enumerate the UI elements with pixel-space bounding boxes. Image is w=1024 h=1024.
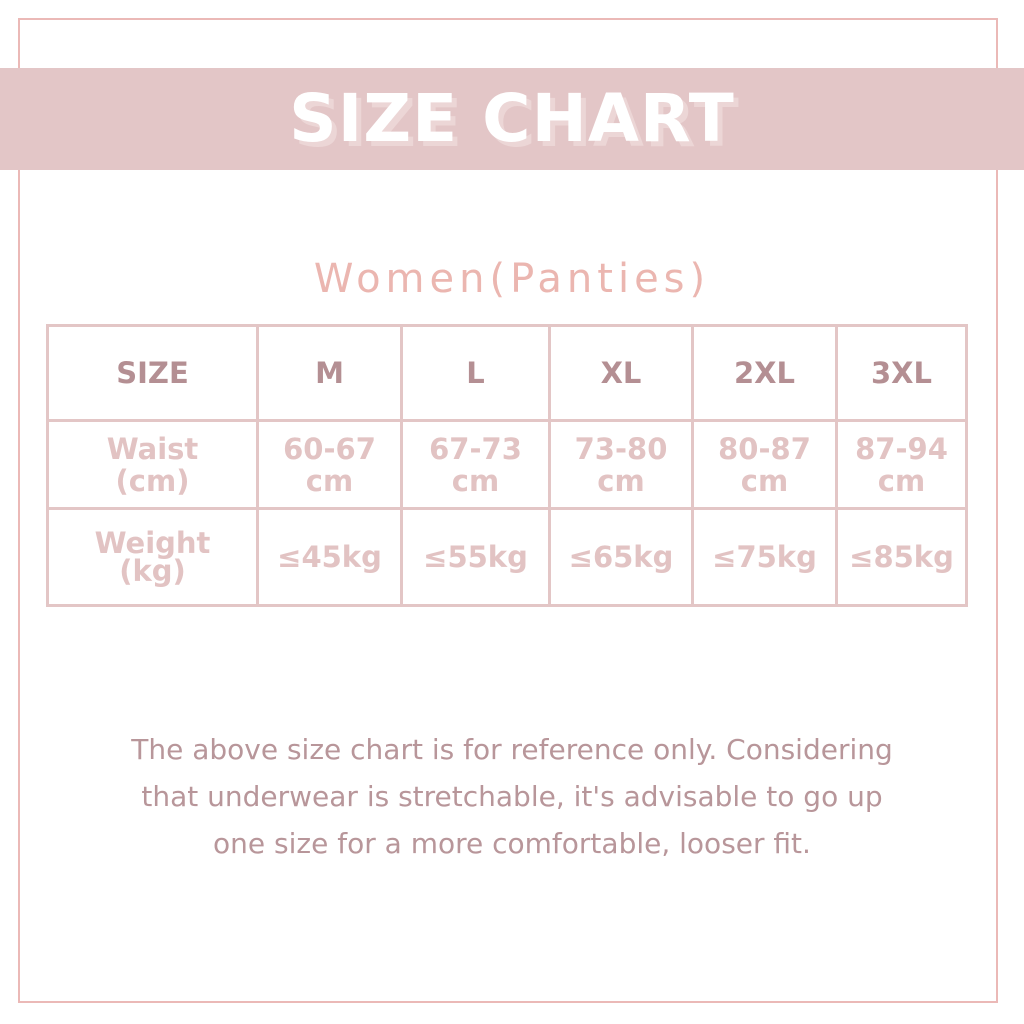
table-cell: ≤75kg <box>691 507 838 607</box>
unit: cm <box>597 463 645 498</box>
title-banner <box>0 68 1024 170</box>
row-label: Waist (cm) <box>46 419 259 510</box>
row-label: Weight (kg) <box>46 507 259 607</box>
unit: cm <box>740 463 789 498</box>
unit: cm <box>451 463 500 498</box>
table-cell: ≤45kg <box>256 507 403 607</box>
header-cell: SIZE <box>46 324 259 422</box>
unit: cm <box>877 463 926 498</box>
table-cell: 87-94 cm <box>835 419 968 510</box>
size-table: SIZE M L XL 2XL 3XL Waist (cm) 60-67 cm 67… <box>46 324 968 607</box>
label-line: Weight <box>94 526 211 560</box>
header-cell: XL <box>548 324 694 422</box>
value: 87-94 <box>855 431 948 466</box>
header-cell: 3XL <box>835 324 968 422</box>
header-cell: 2XL <box>691 324 838 422</box>
table-row-weight: Weight (kg) ≤45kg ≤55kg ≤65kg ≤75kg ≤85kg <box>46 507 968 607</box>
note-line: The above size chart is for reference on… <box>131 733 893 766</box>
table-cell: ≤85kg <box>835 507 968 607</box>
value: 60-67 <box>283 431 376 466</box>
header-cell: M <box>256 324 403 422</box>
table-row-waist: Waist (cm) 60-67 cm 67-73 cm 73-80 cm 80-87 c… <box>46 419 968 510</box>
unit: cm <box>305 463 354 498</box>
header-cell: L <box>400 324 551 422</box>
note-line: one size for a more comfortable, looser … <box>213 827 811 860</box>
table-cell: 60-67 cm <box>256 419 403 510</box>
table-cell: 73-80 cm <box>548 419 694 510</box>
subtitle: Women(Panties) <box>313 256 711 302</box>
table-header-row: SIZE M L XL 2XL 3XL <box>46 324 968 422</box>
table-cell: 67-73 cm <box>400 419 551 510</box>
outer-frame <box>18 18 998 1003</box>
value: 80-87 <box>718 431 811 466</box>
label-line: Waist <box>106 431 199 466</box>
value: 73-80 <box>574 431 668 466</box>
note-line: that underwear is stretchable, it's advi… <box>141 780 883 813</box>
label-line: (kg) <box>119 554 186 588</box>
table-cell: ≤65kg <box>548 507 694 607</box>
label-line: (cm) <box>115 463 190 498</box>
value: 67-73 <box>429 431 522 466</box>
reference-note: The above size chart is for reference on… <box>40 726 984 867</box>
page-title: SIZE CHART <box>289 80 735 157</box>
table-cell: 80-87 cm <box>691 419 838 510</box>
table-cell: ≤55kg <box>400 507 551 607</box>
